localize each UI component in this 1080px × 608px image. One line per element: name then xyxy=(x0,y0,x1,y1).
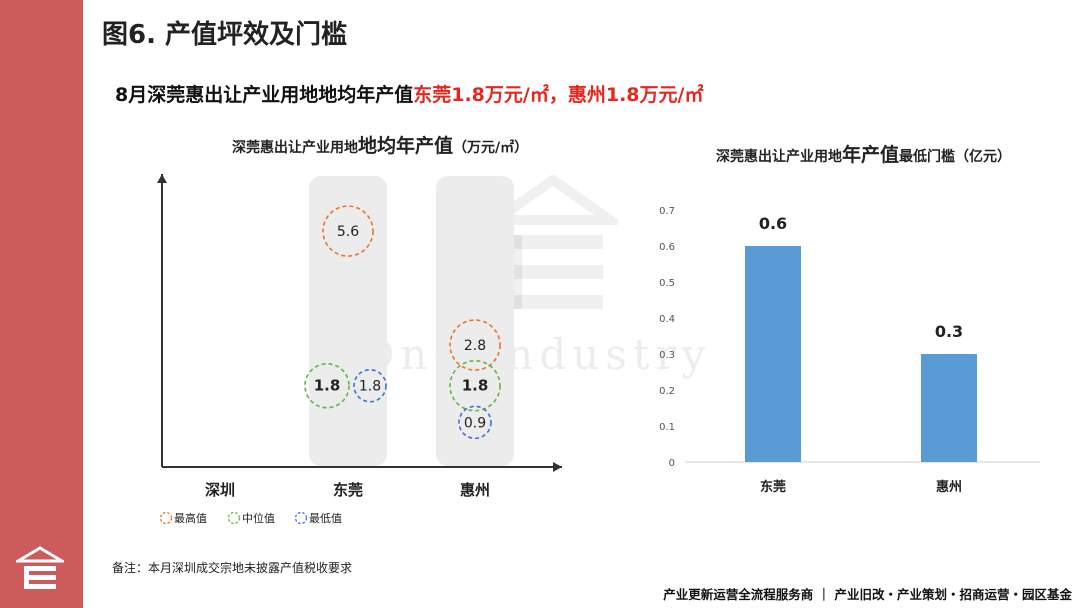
x-tick-label-1: 东莞 xyxy=(333,481,363,499)
category-column-2 xyxy=(436,176,514,466)
chart1-title-unit: （万元/㎡） xyxy=(453,140,529,156)
chart1-title: 深莞惠出让产业用地地均年产值（万元/㎡） xyxy=(232,131,528,158)
data-label-max-2: 2.8 xyxy=(464,338,486,354)
legend-label-min: 最低值 xyxy=(309,512,342,525)
bar-value-label-0: 0.6 xyxy=(759,214,787,233)
point-median-2 xyxy=(449,359,501,412)
chart2-title: 深莞惠出让产业用地年产值最低门槛（亿元） xyxy=(716,140,1011,167)
bar-category-label-0: 东莞 xyxy=(760,479,786,495)
bar-category-label-1: 惠州 xyxy=(936,479,962,495)
legend-marker-max xyxy=(159,511,173,525)
legend-label-median: 中位值 xyxy=(242,511,275,525)
watermark-text: One Industry xyxy=(360,330,712,379)
bar-0 xyxy=(745,246,801,462)
headline-separator: ， xyxy=(548,84,568,106)
footnote: 备注：本月深圳成交宗地未披露产值税收要求 xyxy=(112,561,353,575)
data-label-median-1: 1.8 xyxy=(314,377,341,395)
legend-marker-median xyxy=(227,511,241,525)
point-max-2 xyxy=(449,319,501,371)
legend-label-max: 最高值 xyxy=(174,511,207,525)
x-axis-arrow xyxy=(553,462,562,472)
y-tick-label-3: 0.3 xyxy=(659,350,675,361)
brand-logo-icon xyxy=(16,546,64,589)
data-label-max-1: 5.6 xyxy=(337,224,359,240)
headline-huizhou-value: 惠州1.8万元/㎡ xyxy=(567,84,704,106)
footer-slogan: 产业更新运营全流程服务商 ｜ 产业旧改・产业策划・招商运营・园区基金 xyxy=(663,587,1072,602)
bar-1 xyxy=(921,354,977,462)
watermark-logo-icon xyxy=(488,175,618,309)
legend-marker-min xyxy=(294,511,308,525)
data-label-median-2: 1.8 xyxy=(462,377,489,395)
chart1-title-small: 深莞惠出让产业用地 xyxy=(232,140,358,156)
x-tick-label-0: 深圳 xyxy=(205,481,235,499)
chart2-title-big: 年产值 xyxy=(842,144,900,166)
data-label-min-1: 1.8 xyxy=(359,379,381,395)
left-accent-band xyxy=(0,0,83,608)
y-axis-arrow xyxy=(157,174,167,183)
y-tick-label-7: 0.7 xyxy=(659,206,675,217)
y-tick-label-6: 0.6 xyxy=(659,242,675,253)
y-tick-label-5: 0.5 xyxy=(659,278,675,289)
y-tick-label-1: 0.1 xyxy=(659,422,675,433)
y-tick-label-0: 0 xyxy=(669,458,675,469)
data-label-min-2: 0.9 xyxy=(464,415,486,431)
chart2-title-small1: 深莞惠出让产业用地 xyxy=(716,149,842,165)
headline: 8月深莞惠出让产业用地地均年产值东莞1.8万元/㎡，惠州1.8万元/㎡ xyxy=(115,80,703,107)
bar-value-label-1: 0.3 xyxy=(935,322,963,341)
headline-dongguan-value: 东莞1.8万元/㎡ xyxy=(413,84,549,106)
point-min-1 xyxy=(353,368,387,403)
category-column-1 xyxy=(309,176,387,466)
chart2-title-small2: 最低门槛（亿元） xyxy=(899,149,1012,165)
output-threshold-bar-chart: 0 0.1 0.2 0.3 0.4 0.5 0.6 0.7 0.6 东莞 0.3 惠州 xyxy=(659,206,1040,495)
y-tick-label-4: 0.4 xyxy=(659,314,675,325)
headline-prefix: 8月深莞惠出让产业用地地均年产值 xyxy=(115,84,414,106)
point-max-1 xyxy=(322,205,374,257)
land-output-scatter-chart: 深圳 东莞 惠州 5.6 2.8 1.8 1.8 1.8 0.9 最高值 中位值 最低值 xyxy=(157,174,562,525)
chart1-title-big: 地均年产值 xyxy=(358,135,454,157)
point-min-2 xyxy=(458,405,492,440)
page-title: 图6. 产值坪效及门槛 xyxy=(102,20,348,50)
y-tick-label-2: 0.2 xyxy=(659,386,675,397)
x-tick-label-2: 惠州 xyxy=(460,481,490,499)
